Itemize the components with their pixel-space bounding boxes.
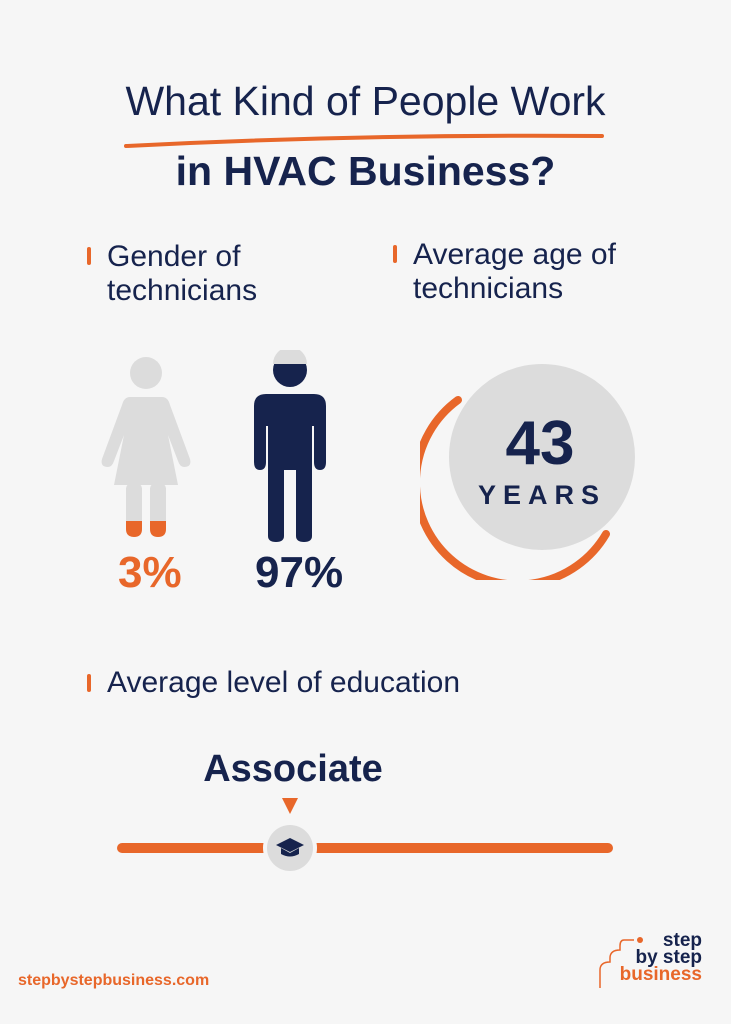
logo-line3: business [619,964,702,985]
gender-heading: Gender of technicians [107,240,257,308]
age-heading-line1: Average age of [413,238,616,271]
logo-mark-icon [599,937,643,988]
logo-line1: step [662,930,702,951]
female-percent: 3% [118,548,182,597]
title-underline [124,133,604,148]
website-link[interactable]: stepbystepbusiness.com [18,972,210,989]
section-marker [87,247,91,265]
male-figure-icon [254,350,326,542]
gender-heading-line1: Gender of [107,240,241,273]
education-heading: Average level of education [107,666,461,699]
gender-heading-line2: technicians [107,274,258,307]
education-level: Associate [203,748,383,790]
education-scale [117,798,613,875]
section-marker [393,245,397,263]
page-title-line2: in HVAC Business? [175,148,556,194]
pointer-triangle-icon [282,798,298,814]
page-title-line1: What Kind of People Work [125,78,606,124]
age-circle [449,364,635,550]
age-gauge [420,364,635,580]
age-heading-line2: technicians [413,272,564,305]
brand-logo: step by step business [600,930,702,985]
male-percent: 97% [255,548,344,597]
age-heading: Average age of technicians [413,238,616,306]
logo-line2: by step [635,947,702,968]
age-unit: YEARS [477,480,607,510]
section-marker [87,674,91,692]
graduation-cap-icon [276,838,304,857]
female-figure-icon [101,357,191,537]
age-arc [420,396,610,580]
age-value: 43 [505,409,575,478]
